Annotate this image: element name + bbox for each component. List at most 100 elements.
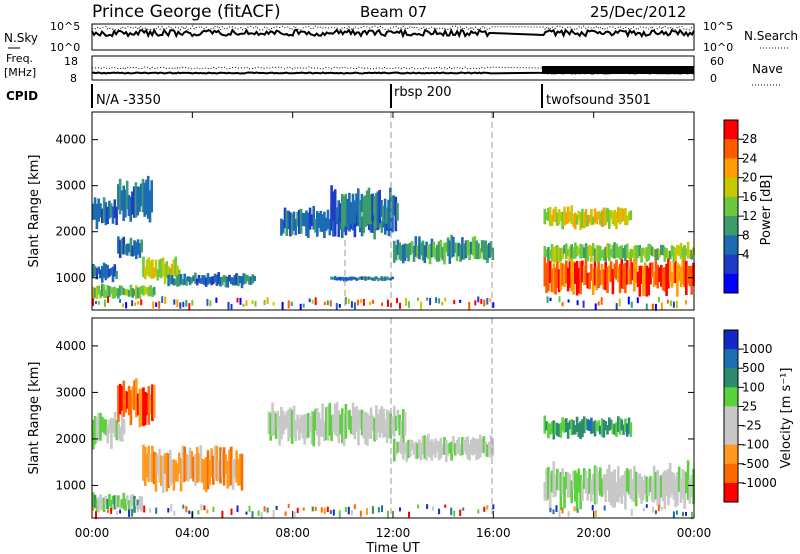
- power-cell: [579, 243, 582, 259]
- power-cell: [686, 266, 690, 284]
- power-cell: [351, 276, 355, 280]
- power-cell: [332, 214, 335, 237]
- velocity-cell: [195, 446, 199, 483]
- velocity-cell: [97, 496, 100, 513]
- power-speckle: [660, 302, 663, 311]
- power-cell: [640, 248, 643, 263]
- velocity-speckle: [266, 507, 269, 513]
- power-cell: [661, 267, 665, 291]
- power-speckle: [636, 297, 639, 304]
- nsky-series: [91, 27, 695, 39]
- power-cell: [281, 219, 285, 234]
- velocity-cell: [129, 390, 133, 425]
- velocity-speckle: [558, 510, 561, 518]
- velocity-cell: [97, 412, 100, 441]
- velocity-cell: [672, 472, 676, 500]
- velocity-cell: [590, 478, 593, 502]
- power-speckle: [561, 302, 564, 307]
- power-cell: [563, 264, 566, 288]
- velocity-speckle: [314, 506, 317, 512]
- velocity-cell: [640, 476, 643, 504]
- power-cell: [591, 216, 595, 225]
- power-cell: [133, 289, 136, 296]
- power-cell: [434, 247, 437, 260]
- power-speckle: [107, 296, 109, 303]
- power-cell: [645, 247, 649, 262]
- power-cell: [634, 260, 638, 283]
- velocity-cell: [101, 416, 104, 432]
- velocity-cell: [131, 494, 134, 507]
- power-cell: [597, 258, 600, 289]
- colorbar-tick-label: -1000: [742, 476, 777, 490]
- power-cell: [566, 249, 570, 257]
- velocity-speckle: [344, 506, 347, 512]
- power-cell: [376, 191, 380, 225]
- velocity-cell: [455, 439, 459, 454]
- power-cell: [235, 273, 238, 286]
- power-cell: [367, 276, 371, 280]
- power-cell: [129, 237, 133, 257]
- velocity-speckle: [657, 504, 660, 512]
- power-cell: [124, 189, 127, 218]
- power-speckle: [654, 303, 657, 311]
- velocity-cell: [203, 459, 206, 490]
- power-cell: [608, 243, 611, 261]
- velocity-speckle: [332, 509, 335, 516]
- power-cell: [599, 212, 602, 225]
- velocity-cell: [289, 407, 292, 438]
- velocity-speckle: [248, 505, 251, 512]
- power-speckle: [582, 300, 585, 308]
- velocity-cell: [479, 434, 482, 458]
- power-cell: [145, 259, 149, 275]
- power-speckle: [672, 301, 675, 308]
- power-cell: [574, 242, 577, 259]
- power-cell: [468, 241, 471, 261]
- velocity-cell: [624, 470, 627, 510]
- power-speckle: [381, 302, 383, 307]
- velocity-cell: [599, 467, 602, 496]
- power-cell: [563, 245, 566, 254]
- power-cell: [294, 218, 298, 236]
- power-cell: [204, 277, 208, 287]
- power-cell: [357, 188, 360, 217]
- power-cell: [341, 276, 344, 281]
- power-cell: [118, 285, 122, 296]
- velocity-cell: [238, 453, 242, 486]
- power-cell: [565, 243, 568, 260]
- velocity-cell: [147, 445, 151, 482]
- power-cell: [332, 191, 335, 220]
- velocity-cell: [609, 472, 613, 506]
- power-cell: [185, 277, 188, 286]
- beam-title: Beam 07: [360, 3, 427, 21]
- power-cell: [144, 266, 147, 280]
- power-cell: [620, 245, 624, 260]
- velocity-cell: [206, 450, 210, 490]
- nave-block: [542, 66, 694, 74]
- power-cell: [436, 244, 439, 262]
- velocity-cell: [344, 403, 348, 439]
- velocity-cell: [559, 422, 563, 438]
- velocity-speckle: [188, 510, 191, 514]
- velocity-cell: [663, 470, 667, 510]
- power-cell: [382, 205, 385, 223]
- power-cell: [242, 273, 246, 285]
- colorbar-swatch: [724, 177, 738, 198]
- velocity-cell: [642, 480, 645, 500]
- velocity-cell: [228, 449, 231, 487]
- power-cell: [330, 185, 333, 221]
- y-tick-label: 4000: [55, 339, 86, 353]
- power-cell: [141, 179, 145, 213]
- power-cell: [221, 276, 224, 286]
- power-cell: [590, 246, 593, 263]
- power-cell: [484, 240, 487, 261]
- velocity-speckle: [107, 509, 109, 513]
- velocity-cell: [95, 417, 99, 443]
- velocity-cell: [109, 499, 113, 511]
- power-cell: [224, 276, 228, 288]
- velocity-speckle: [92, 507, 94, 511]
- velocity-cell: [660, 475, 663, 498]
- power-cell: [479, 248, 482, 259]
- power-cell: [640, 265, 643, 284]
- power-cell: [593, 248, 597, 263]
- velocity-speckle: [483, 506, 486, 512]
